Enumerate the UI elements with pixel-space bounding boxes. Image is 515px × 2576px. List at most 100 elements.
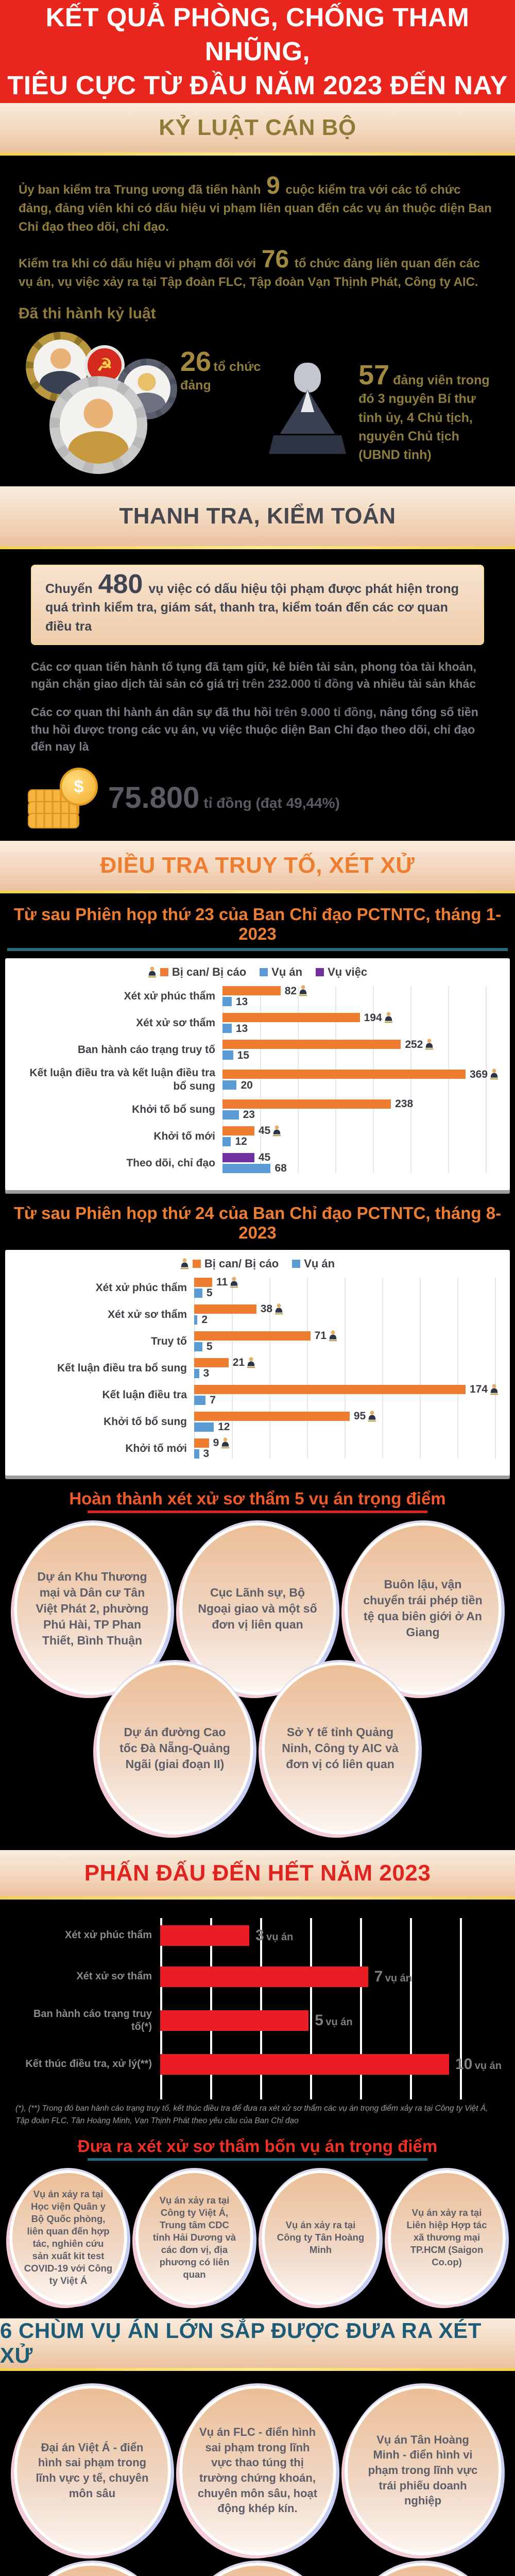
person-icon [274, 1303, 283, 1315]
bar-Vụ án: 13 [222, 995, 499, 1008]
bar-Bị can/ Bị cáo: 238 [222, 1098, 499, 1110]
chart-row: Kết luận điều tra 174 7 [16, 1384, 499, 1405]
bar-value: 194 [364, 1011, 393, 1024]
case-card: Chùm vụ án Vạn Thịnh Phát - Ngân hàng SC… [179, 2562, 336, 2576]
bar-value: 238 [395, 1098, 414, 1110]
case-card: Vụ án Tân Hoàng Minh - điển hình vi phạm… [344, 2385, 502, 2555]
bar-Vụ án: 5 [194, 1341, 499, 1353]
bar-value: 5 [206, 1287, 213, 1299]
section-6-chum: Đại án Việt Á - điển hình sai phạm trong… [0, 2367, 515, 2576]
case-card: Vụ án FLC - điển hình sai phạm trong lĩn… [179, 2385, 336, 2555]
bar-Vụ án: 23 [222, 1109, 499, 1120]
chart-category-label: Khởi tố bổ sung [132, 1103, 215, 1115]
bar-value: 9 [213, 1437, 230, 1449]
bar-value: 10 vụ án [455, 2055, 502, 2073]
chart-category-label: Ban hành cáo trạng truy tố [77, 1044, 215, 1056]
section-band-thanh-tra: THANH TRA, KIỂM TOÁN [0, 486, 515, 549]
bar-value: 5 [206, 1341, 213, 1353]
heading-4-vu-an: Đưa ra xét xử sơ thẩm bốn vụ án trọng đi… [77, 2136, 438, 2156]
person-icon [247, 1357, 255, 1368]
thanhtra-paragraph-2: Các cơ quan thi hành án dân sự đã thu hồ… [31, 705, 478, 754]
chart-category-label: Xét xử phúc thẩm [124, 990, 215, 1003]
stat-party-members: 57 đảng viên trong đó 3 nguyên Bí thư tỉ… [269, 360, 496, 464]
bar-Bị can/ Bị cáo: 194 [222, 1011, 499, 1024]
bar-value: 5 vụ án [315, 2011, 353, 2029]
bar-red [160, 1925, 249, 1946]
case-card: Dự án Khu Thương mại và Dân cư Tân Việt … [13, 1522, 171, 1695]
chart-row: Kết luận điều tra và kết luận điều tra b… [16, 1066, 499, 1092]
bar-Bị can/ Bị cáo: 82 [222, 985, 499, 997]
bar-value: 2 [201, 1314, 208, 1326]
legend-swatch [160, 968, 168, 977]
chart-row: Xét xử phúc thẩm 82 13 [16, 985, 499, 1008]
chart-phan-dau-2023: Xét xử phúc thẩm 3 vụ án Xét xử sơ thẩm 7 v… [13, 1918, 502, 2099]
bar-Bị can/ Bị cáo: 252 [222, 1038, 499, 1050]
legend-swatch [316, 968, 324, 977]
bar-value: 21 [233, 1357, 255, 1369]
chart-category-label: Khởi tố mới [125, 1442, 187, 1454]
chart-row: Theo dõi, chỉ đạo 45 68 [16, 1151, 499, 1174]
case-card: Vụ án xảy ra tại Công ty Tân Hoàng Minh [262, 2170, 380, 2305]
bar-Vụ án: 20 [222, 1080, 499, 1091]
bar-value: 15 [237, 1049, 249, 1061]
chart-category-label: Truy tố [150, 1335, 187, 1347]
bar-value: 38 [261, 1303, 283, 1315]
bar-Bị can/ Bị cáo: 45 [222, 1125, 499, 1137]
case-cards-row: Dự án đường Cao tốc Đà Nẵng-Quảng Ngãi (… [0, 1662, 515, 1835]
case-card: Vụ án xảy ra tại Học viện Quân y Bộ Quốc… [9, 2170, 127, 2305]
person-avatar-icon [60, 386, 137, 464]
legend-item: Bị can/ Bị cáo [148, 965, 246, 979]
stat-number: 26 [180, 346, 212, 377]
gears-people-icon: ☭ [19, 332, 177, 474]
chart-legend: Bị can/ Bị cáo Vụ án Vụ việc [16, 965, 499, 979]
highlight-box-480: Chuyển 480 vụ việc có dấu hiệu tội phạm … [31, 565, 484, 645]
stat-label: đảng viên trong đó 3 nguyên Bí thư tỉnh … [358, 373, 490, 462]
person-icon [329, 1330, 337, 1342]
big-number-76: 76 [261, 246, 289, 273]
case-card: Đại án Việt Á - điển hình sai phạm trong… [13, 2385, 171, 2555]
chart-row: Khởi tố bổ sung 238 23 [16, 1098, 499, 1120]
legend-item: Vụ việc [316, 965, 367, 979]
bar-Vụ việc: 45 [222, 1151, 499, 1164]
chart-category-label: Theo dõi, chỉ đạo [126, 1157, 215, 1169]
legend-swatch [260, 968, 268, 977]
legend-item: Bị can/ Bị cáo [180, 1257, 279, 1270]
recovered-money-stat: $ 75.800 tỉ đồng (đạt 49,44%) [24, 767, 496, 829]
bar-value: 11 [216, 1276, 238, 1289]
kyluat-paragraph-2: Kiểm tra khi có dấu hiệu vi phạm đối với… [19, 246, 480, 290]
bar-Bị can/ Bị cáo: 21 [194, 1357, 499, 1369]
case-card: Chùm bốn vụ án liên quan tới Nguyễn Thị … [13, 2562, 171, 2576]
heading-underline [88, 1510, 427, 1513]
chart2-title: Từ sau Phiên họp thứ 24 của Ban Chỉ đạo … [13, 1203, 502, 1242]
bar-red [160, 1966, 368, 1987]
bar-value: 45 [259, 1125, 281, 1137]
heading-underline-teal [88, 2158, 427, 2161]
bar-Vụ án: 12 [222, 1136, 499, 1148]
chart-row: Kết thúc điều tra, xử lý(**) 10 vụ án [13, 2054, 502, 2075]
bar-value: 252 [405, 1038, 434, 1050]
case-card: Buôn lậu, vận chuyển trái phép tiền tệ q… [344, 1522, 502, 1695]
bar-Vụ án: 12 [194, 1421, 499, 1432]
case-cards-row: Đại án Việt Á - điển hình sai phạm trong… [0, 2385, 515, 2555]
case-card: Vụ án xảy ra tại Công ty Việt Á, Trung t… [135, 2170, 253, 2305]
bar-value: 82 [285, 985, 307, 997]
person-icon [148, 967, 157, 978]
bar-value: 13 [235, 995, 248, 1008]
bar-value: 95 [354, 1410, 376, 1422]
stat-number: 57 [358, 360, 390, 391]
chart-category-label: Kết luận điều tra bổ sung [57, 1362, 187, 1374]
case-card: Vụ án xảy ra tại Liên hiệp Hợp tác xã th… [388, 2170, 506, 2305]
section-thanh-tra: Chuyển 480 vụ việc có dấu hiệu tội phạm … [0, 546, 515, 841]
person-icon [490, 1384, 499, 1395]
chart-category-label: Ban hành cáo trạng truy tố(*) [33, 2008, 152, 2032]
person-icon [490, 1069, 499, 1080]
case-card: Dự án đường Cao tốc Đà Nẵng-Quảng Ngãi (… [96, 1662, 253, 1835]
chart-row: Ban hành cáo trạng truy tố(*) 5 vụ án [13, 2008, 502, 2033]
bar-Vụ án: 3 [194, 1448, 499, 1459]
person-icon [384, 1012, 392, 1023]
stat-label: tổ chức đảng [180, 360, 261, 393]
bar-Bị can/ Bị cáo: 95 [194, 1410, 499, 1422]
bar-value: 12 [235, 1136, 247, 1148]
chart-row: Ban hành cáo trạng truy tố 252 15 [16, 1038, 499, 1061]
bar-value: 45 [258, 1151, 271, 1164]
